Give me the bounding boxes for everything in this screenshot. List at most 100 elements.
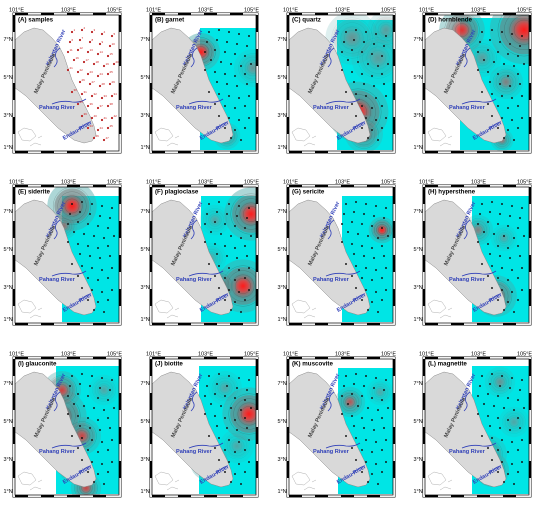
sample-site-number: 14 (100, 50, 104, 54)
sample-site-marker (517, 127, 519, 129)
sample-site-number: 19 (106, 62, 110, 66)
sample-site-marker (109, 427, 111, 429)
sample-site-marker (98, 84, 102, 88)
sample-site-marker (69, 385, 71, 387)
coastline-detail (291, 471, 317, 491)
sample-site-marker (101, 205, 103, 207)
sample-site-marker (224, 299, 226, 301)
sample-site-marker (487, 393, 489, 395)
sample-site-marker (67, 413, 69, 415)
sample-site-marker (377, 409, 379, 411)
sample-site-number: 34 (114, 92, 118, 96)
sample-site-marker (107, 277, 109, 279)
sample-site-marker (246, 255, 248, 257)
sample-site-number: 10 (112, 42, 116, 46)
sample-site-marker (234, 451, 236, 453)
latitude-tick-label: 1°N (4, 489, 13, 495)
sample-site-marker (517, 73, 519, 75)
sample-site-marker (111, 439, 113, 441)
sample-site-marker (497, 245, 499, 247)
sample-site-marker (224, 73, 226, 75)
sample-site-marker (72, 58, 76, 62)
sample-site-marker (371, 451, 373, 453)
sample-site-marker (244, 127, 246, 129)
sample-site-marker (517, 399, 519, 401)
sample-site-marker (76, 48, 80, 52)
pahang-river-label: Pahang River (313, 449, 350, 455)
sample-site-marker (91, 375, 93, 377)
sample-site-marker (381, 73, 383, 75)
kelantan-river (53, 391, 61, 412)
sample-site-marker (517, 299, 519, 301)
sample-site-marker (483, 59, 485, 61)
panel-i: Kelantan River Malay Peninsula Pahang Rive… (4, 352, 130, 506)
sample-site-marker (507, 129, 509, 131)
latitude-tick-label: 5°N (414, 419, 423, 425)
sample-site-marker (521, 35, 523, 37)
sample-site-marker (513, 65, 515, 67)
sample-site-marker (497, 51, 499, 53)
sample-site-marker (228, 375, 230, 377)
sample-site-marker (521, 207, 523, 209)
sample-site-marker (351, 415, 353, 417)
concentration-hotspot (199, 204, 231, 236)
coastline-detail (154, 299, 180, 319)
sample-site-marker (79, 211, 81, 213)
sample-site-marker (361, 51, 363, 53)
sample-site-marker (511, 441, 513, 443)
sample-site-marker (375, 119, 377, 121)
sample-site-marker (341, 69, 343, 71)
sample-site-marker (507, 301, 509, 303)
sample-site-number: 42 (114, 114, 118, 118)
sample-site-marker (79, 425, 81, 427)
sample-site-marker (361, 245, 363, 247)
sample-site-marker (218, 459, 220, 461)
sample-site-marker (371, 419, 373, 421)
sample-site-marker (107, 245, 109, 247)
sample-site-marker (81, 265, 83, 267)
coastline-detail (427, 471, 453, 491)
sample-site-marker (92, 62, 96, 66)
coastline-detail (154, 127, 180, 147)
sample-site-marker (214, 275, 216, 277)
sample-site-marker (109, 255, 111, 257)
sample-site-marker (365, 461, 367, 463)
coastline-detail (17, 127, 43, 147)
sample-site-marker (375, 269, 377, 271)
sample-site-marker (519, 427, 521, 429)
sample-site-marker (107, 299, 109, 301)
sample-site-marker (87, 299, 89, 301)
sample-site-number: 44 (100, 126, 104, 130)
sample-site-number: 11 (70, 48, 73, 52)
panel-g: Kelantan River Malay Peninsula Pahang Rive… (278, 180, 404, 334)
latitude-tick-label: 5°N (414, 247, 423, 253)
sample-site-marker (244, 277, 246, 279)
sample-site-marker (509, 387, 511, 389)
sample-site-marker (519, 217, 521, 219)
sample-site-marker (343, 213, 345, 215)
sample-site-marker (208, 435, 210, 437)
longitude-tick-label: 101°E (419, 180, 434, 186)
sample-site-marker (361, 223, 363, 225)
sample-site-marker (220, 405, 222, 407)
sample-site-number: 25 (110, 70, 114, 74)
sample-site-marker (204, 51, 206, 53)
panel-title: (G) sericite (292, 189, 325, 196)
sample-site-marker (371, 107, 373, 109)
sample-site-marker (90, 116, 94, 120)
sample-site-marker (240, 483, 242, 485)
sample-site-marker (381, 417, 383, 419)
longitude-tick-label: 103°E (198, 180, 213, 186)
sample-site-number: 40 (94, 114, 98, 118)
sample-site-marker (110, 116, 114, 120)
sample-site-marker (224, 395, 226, 397)
kelantan-river (327, 391, 335, 412)
sample-site-marker (88, 82, 92, 86)
sample-site-number: 7 (82, 36, 84, 40)
sample-site-marker (353, 211, 355, 213)
sample-site-marker (86, 126, 90, 130)
sample-site-marker (67, 395, 69, 397)
panel-title: (B) garnet (155, 17, 184, 24)
sample-site-marker (523, 235, 525, 237)
sample-site-marker (93, 235, 95, 237)
